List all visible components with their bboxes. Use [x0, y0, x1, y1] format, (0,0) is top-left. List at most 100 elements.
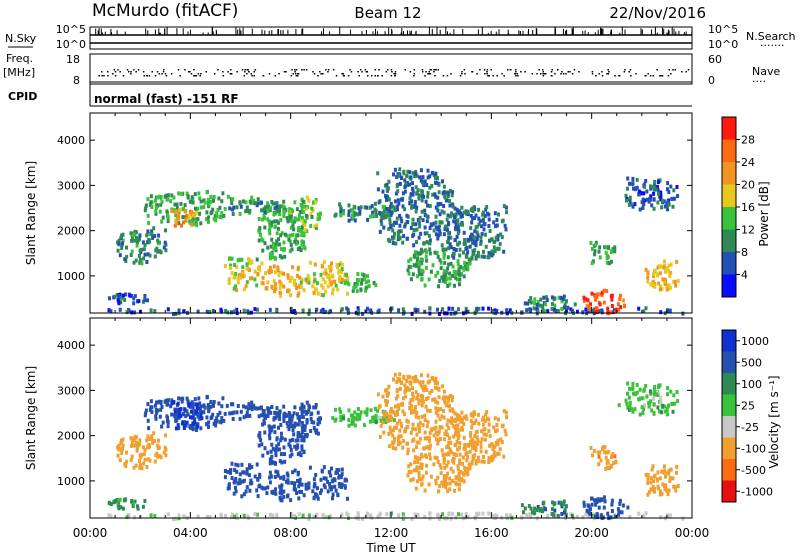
scatter-cell [449, 245, 453, 250]
scatter-cell [437, 489, 440, 494]
scatter-cell [334, 407, 337, 412]
scatter-cell [428, 185, 432, 190]
freq-mark [573, 69, 576, 71]
scatter-cell [320, 283, 323, 288]
scatter-cell [394, 191, 398, 196]
scatter-cell [453, 273, 457, 278]
scatter-cell [273, 410, 277, 415]
freq-mark [163, 69, 165, 71]
scatter-cell [365, 205, 369, 210]
scatter-cell [393, 231, 396, 236]
freq-mark [486, 71, 488, 73]
scatter-cell [153, 309, 157, 314]
scatter-cell [462, 422, 466, 426]
scatter-cell [379, 418, 383, 423]
scatter-cell [144, 408, 148, 413]
scatter-cell [278, 495, 282, 500]
scatter-cell [143, 243, 147, 247]
y-tick-label: 1000 [57, 270, 85, 283]
scatter-cell [155, 195, 159, 200]
scatter-cell [144, 203, 148, 208]
scatter-cell [421, 380, 425, 385]
scatter-cell [453, 283, 456, 288]
scatter-cell [594, 502, 598, 507]
scatter-cell [328, 485, 332, 489]
scatter-cell [162, 450, 166, 455]
scatter-cell [241, 274, 245, 279]
scatter-cell [236, 258, 240, 263]
scatter-cell [220, 404, 224, 409]
scatter-cell [234, 478, 238, 483]
scatter-cell [644, 179, 648, 183]
scatter-cell [180, 191, 184, 196]
scatter-cell [610, 498, 614, 503]
freq-mark [667, 75, 670, 77]
scatter-cell [143, 457, 147, 462]
scatter-cell [342, 211, 345, 216]
scatter-cell [295, 207, 299, 212]
freq-mark [540, 73, 542, 75]
scatter-cell [340, 307, 344, 312]
scatter-cell [652, 388, 656, 393]
scatter-cell [488, 434, 492, 438]
scatter-cell [277, 425, 280, 430]
scatter-cell [250, 400, 254, 405]
scatter-cell [503, 223, 507, 228]
scatter-cell [207, 215, 211, 220]
scatter-cell [606, 511, 610, 516]
scatter-cell [428, 251, 432, 256]
scatter-cell [438, 425, 442, 430]
scatter-cell [406, 169, 410, 174]
scatter-cell [502, 454, 506, 459]
scatter-cell [418, 272, 422, 277]
scatter-cell [323, 280, 327, 285]
scatter-cell [303, 219, 307, 224]
scatter-cell [487, 429, 491, 433]
scatter-cell [434, 273, 438, 278]
scatter-cell [624, 398, 628, 403]
scatter-cell [664, 474, 667, 479]
scatter-cell [421, 181, 425, 186]
scatter-cell [175, 221, 179, 226]
scatter-cell [423, 309, 427, 314]
scatter-cell [391, 428, 395, 433]
scatter-cell [230, 515, 233, 520]
scatter-cell [302, 230, 306, 235]
scatter-cell [302, 233, 306, 238]
scatter-cell [465, 416, 469, 421]
scatter-cell [669, 184, 673, 189]
scatter-cell [280, 491, 284, 496]
scatter-cell [536, 308, 540, 313]
scatter-cell [198, 416, 202, 421]
scatter-cell [291, 265, 295, 270]
scatter-cell [293, 421, 297, 426]
scatter-cell [442, 255, 446, 260]
scatter-cell [419, 383, 423, 388]
scatter-cell [182, 412, 185, 416]
scatter-cell [453, 206, 457, 211]
scatter-cell [430, 389, 434, 393]
scatter-cell [425, 249, 428, 254]
scatter-cell [166, 197, 170, 202]
scatter-cell [245, 209, 249, 214]
scatter-cell [590, 502, 594, 507]
scatter-cell [644, 306, 648, 311]
scatter-cell [385, 402, 388, 407]
scatter-cell [336, 287, 340, 292]
scatter-cell [326, 479, 330, 484]
freq-mark [687, 69, 690, 71]
scatter-cell [626, 405, 630, 410]
scatter-cell [412, 409, 416, 414]
scatter-cell [138, 453, 142, 458]
scatter-cell [411, 233, 415, 238]
scatter-cell [275, 309, 279, 314]
scatter-cell [658, 264, 661, 269]
scatter-cell [226, 194, 230, 199]
scatter-cell [481, 511, 485, 516]
scatter-cell [446, 191, 450, 196]
scatter-cell [471, 421, 475, 426]
scatter-cell [439, 465, 443, 470]
scatter-cell [409, 462, 413, 467]
scatter-cell [606, 306, 610, 311]
scatter-cell [473, 310, 477, 315]
